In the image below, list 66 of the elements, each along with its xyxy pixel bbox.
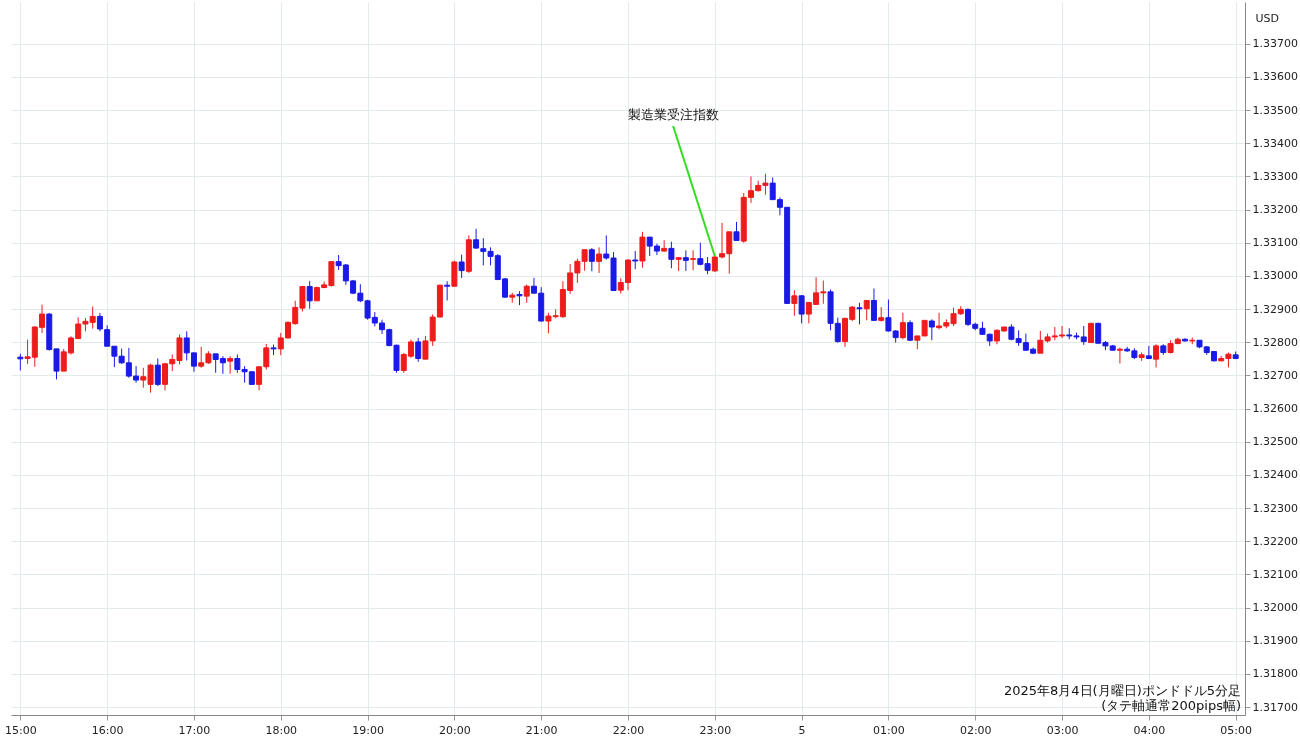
x-tick-label: 19:00 [352,723,384,737]
annotation: 製造業受注指数 [627,107,719,123]
candlestick [415,337,422,363]
y-tick-label: 1.33000 [1252,269,1298,283]
y-tick-label: 1.32100 [1252,567,1298,581]
y-tick-label: 1.32000 [1252,601,1298,615]
x-tick-label: 18:00 [265,723,298,737]
candlestick [682,249,689,272]
candlestick [444,280,451,301]
y-tick-label: 1.32300 [1252,501,1298,515]
y-tick-label: 1.31700 [1252,700,1298,714]
x-tick-label: 01:00 [873,723,905,737]
x-tick-label: 15:00 [4,723,37,737]
x-tick-label: 05:00 [1220,723,1253,737]
candlestick [863,299,870,321]
candlestick [928,318,935,341]
y-tick-label: 1.33300 [1252,169,1298,183]
annotation: 2025年8月4日(月曜日)ポンドドル5分足 [1003,683,1241,698]
y-tick-label: 1.33700 [1252,37,1298,51]
candlestick [870,288,877,322]
candlestick [791,289,798,317]
x-tick-label: 02:00 [959,723,992,737]
x-tick-label: 03:00 [1046,723,1079,737]
candlestick [154,358,161,387]
y-tick-label: 1.32200 [1252,534,1298,548]
candlestick [596,246,603,274]
candlestick [632,250,639,270]
y-tick-label: 1.32800 [1252,335,1298,349]
x-tick-label: 22:00 [612,723,645,737]
x-tick-label: 04:00 [1133,723,1166,737]
candlestick [306,280,313,310]
y-tick-label: 1.33200 [1252,203,1298,217]
candlestick [907,319,914,342]
x-tick-label: 16:00 [91,723,124,737]
candlestick [523,284,530,304]
candlestick [227,355,234,375]
candlestick [1153,343,1160,368]
candlestick [856,302,863,325]
candlestick [639,231,646,269]
candlestick [1145,345,1152,360]
y-tick-label: 1.33600 [1252,70,1298,84]
x-tick-label: 5 [798,723,806,737]
y-tick-label: 1.32500 [1252,435,1298,449]
candlestick [899,312,906,340]
y-axis-title: USD [1255,11,1280,25]
y-tick-label: 1.31900 [1252,634,1298,648]
y-tick-label: 1.33400 [1252,136,1298,150]
candlestick [1116,347,1123,364]
annotation: (タテ軸通常200pips幅) [1101,698,1241,713]
x-tick-label: 21:00 [525,723,558,737]
candlestick [733,221,740,241]
candlestick [588,247,595,272]
candlestick [798,294,805,324]
y-tick-label: 1.32900 [1252,302,1298,316]
x-tick-label: 17:00 [178,723,211,737]
candlestick [690,249,697,271]
y-tick-label: 1.32700 [1252,368,1298,382]
y-tick-label: 1.33500 [1252,103,1298,117]
y-tick-label: 1.33100 [1252,236,1298,250]
y-tick-label: 1.31800 [1252,667,1298,681]
y-tick-label: 1.32600 [1252,402,1298,416]
x-tick-label: 20:00 [439,723,471,737]
candlestick [668,241,675,269]
candlestick [458,254,465,279]
x-tick-label: 23:00 [699,723,732,737]
y-tick-label: 1.32400 [1252,468,1298,482]
